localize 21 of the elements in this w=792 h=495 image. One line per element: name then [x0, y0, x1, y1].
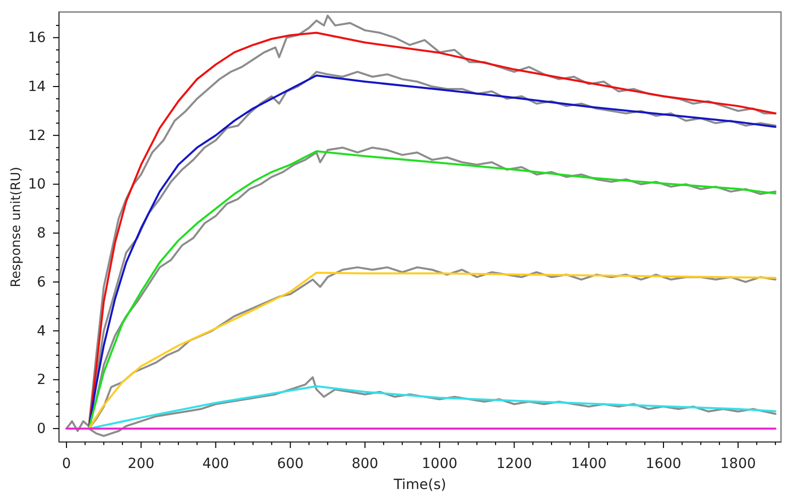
x-tick-label: 1000 [422, 456, 458, 472]
x-tick-label: 400 [202, 456, 230, 472]
y-axis-title: Response unit(RU) [9, 166, 24, 288]
x-axis-title: Time(s) [392, 477, 446, 493]
y-tick-label: 12 [28, 128, 46, 144]
y-tick-label: 10 [28, 176, 46, 193]
x-tick-label: 1400 [571, 456, 607, 472]
y-tick-label: 16 [28, 30, 46, 46]
y-tick-label: 0 [36, 421, 46, 438]
x-tick-label: 800 [352, 456, 378, 472]
x-tick-label: 0 [62, 456, 71, 472]
y-tick-label: 2 [36, 372, 46, 388]
x-tick-label: 200 [128, 456, 154, 472]
x-tick-label: 600 [276, 456, 304, 472]
y-tick-label: 4 [36, 323, 46, 340]
y-tick-label: 14 [28, 78, 46, 95]
y-tick-label: 8 [36, 226, 46, 242]
x-tick-label: 1600 [646, 456, 682, 472]
y-tick-label: 6 [36, 274, 46, 290]
x-tick-label: 1800 [720, 456, 756, 472]
x-tick-label: 1200 [496, 456, 532, 472]
